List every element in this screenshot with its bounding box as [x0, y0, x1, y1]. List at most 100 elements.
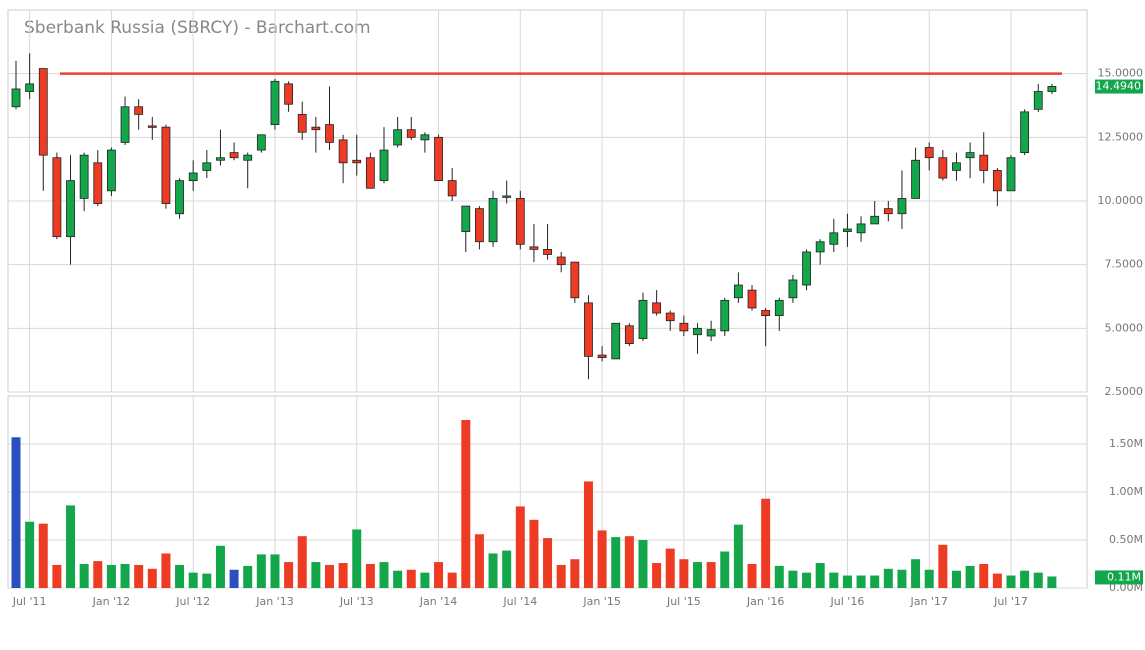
volume-bar [951, 570, 961, 588]
y-tick-label: 10.0000 [1098, 194, 1144, 207]
candle-body [720, 299, 730, 332]
volume-bar [856, 575, 866, 588]
y-tick-label: 5.0000 [1105, 321, 1144, 334]
volume-bar [229, 569, 239, 588]
volume-bar [461, 420, 471, 588]
volume-bar [256, 554, 266, 588]
volume-bar [120, 564, 130, 588]
candle-body [938, 157, 948, 179]
volume-bar [11, 437, 21, 588]
last-value-label: 0.11M [1107, 570, 1141, 583]
x-tick-label: Jul '12 [175, 595, 210, 608]
volume-bar [761, 498, 771, 588]
candle-body [624, 325, 634, 345]
candle-body [52, 157, 62, 238]
x-tick-label: Jan '12 [92, 595, 130, 608]
volume-bar [243, 565, 253, 588]
y-tick-label: 1.00M [1109, 485, 1143, 498]
candle-body [829, 232, 839, 245]
candle-body [25, 83, 35, 92]
volume-bar [979, 564, 989, 588]
volume-bar [393, 570, 403, 588]
volume-bar [297, 536, 307, 588]
candle-body [543, 248, 552, 255]
candle-body [747, 289, 757, 309]
x-tick-label: Jan '16 [746, 595, 784, 608]
candle-body [992, 170, 1002, 192]
volume-bar [93, 561, 103, 588]
candle-body [965, 152, 975, 159]
candle-body [134, 106, 144, 115]
volume-bar [870, 575, 880, 588]
candle-body [870, 215, 880, 225]
volume-bar [434, 562, 444, 588]
volume-bar [815, 563, 825, 588]
candle-body [120, 106, 130, 143]
candle-body [570, 261, 580, 299]
candle-body [733, 284, 743, 299]
volume-bar [570, 559, 580, 588]
volume-bar [624, 536, 634, 588]
volume-bar [842, 575, 852, 588]
candle-body [856, 223, 866, 234]
candle-body [761, 310, 771, 316]
x-tick-label: Jan '17 [909, 595, 947, 608]
candle-body [652, 302, 662, 314]
last-value-label: 14.4940 [1096, 80, 1142, 93]
volume-bar [52, 564, 62, 588]
candle-body [461, 205, 471, 232]
candle-body [665, 312, 675, 322]
candle-body [420, 134, 430, 141]
candle-body [584, 302, 593, 357]
volume-bar [1006, 575, 1016, 588]
candle-body [93, 162, 103, 204]
volume-bar [829, 572, 839, 588]
volume-bar [611, 537, 621, 588]
x-tick-label: Jan '14 [419, 595, 457, 608]
volume-bar [379, 562, 389, 588]
y-tick-label: 12.5000 [1098, 130, 1144, 143]
x-tick-label: Jul '13 [339, 595, 374, 608]
volume-bar [488, 553, 498, 588]
volume-bar [38, 523, 48, 588]
candle-body [706, 329, 716, 337]
volume-bar [556, 564, 566, 588]
y-tick-label: 0.50M [1109, 533, 1143, 546]
volume-bar [529, 519, 539, 588]
x-tick-label: Jul '16 [830, 595, 865, 608]
volume-bar [270, 554, 280, 588]
candle-body [325, 124, 334, 143]
candle-body [256, 134, 266, 151]
volume-bar [693, 562, 702, 588]
volume-bar [202, 573, 212, 588]
volume-bar [706, 562, 716, 588]
volume-bar [1033, 572, 1043, 588]
volume-bar [324, 564, 334, 588]
volume-bar [502, 550, 512, 588]
volume-bar [720, 551, 730, 588]
volume-bar [365, 564, 375, 588]
volume-bar [474, 534, 484, 588]
candle-body [216, 157, 225, 161]
volume-bar [338, 563, 348, 588]
last-value-box [1095, 79, 1143, 94]
candle-body [843, 228, 852, 232]
volume-bar [802, 572, 812, 588]
candle-body [597, 354, 607, 359]
volume-bar [352, 529, 362, 588]
volume-bar [311, 562, 321, 588]
x-tick-label: Jul '14 [502, 595, 537, 608]
candle-body [175, 180, 184, 215]
candle-body [1033, 91, 1043, 110]
volume-bar [1020, 570, 1030, 588]
volume-bar [965, 565, 975, 588]
candle-body [924, 147, 934, 159]
candle-body [788, 279, 798, 299]
candle-body [611, 322, 621, 360]
candle-body [38, 68, 48, 156]
volume-bar [79, 564, 89, 588]
volume-bar [924, 569, 934, 588]
y-tick-label: 7.5000 [1105, 258, 1144, 271]
volume-bar [897, 569, 907, 588]
candle-body [529, 246, 539, 250]
